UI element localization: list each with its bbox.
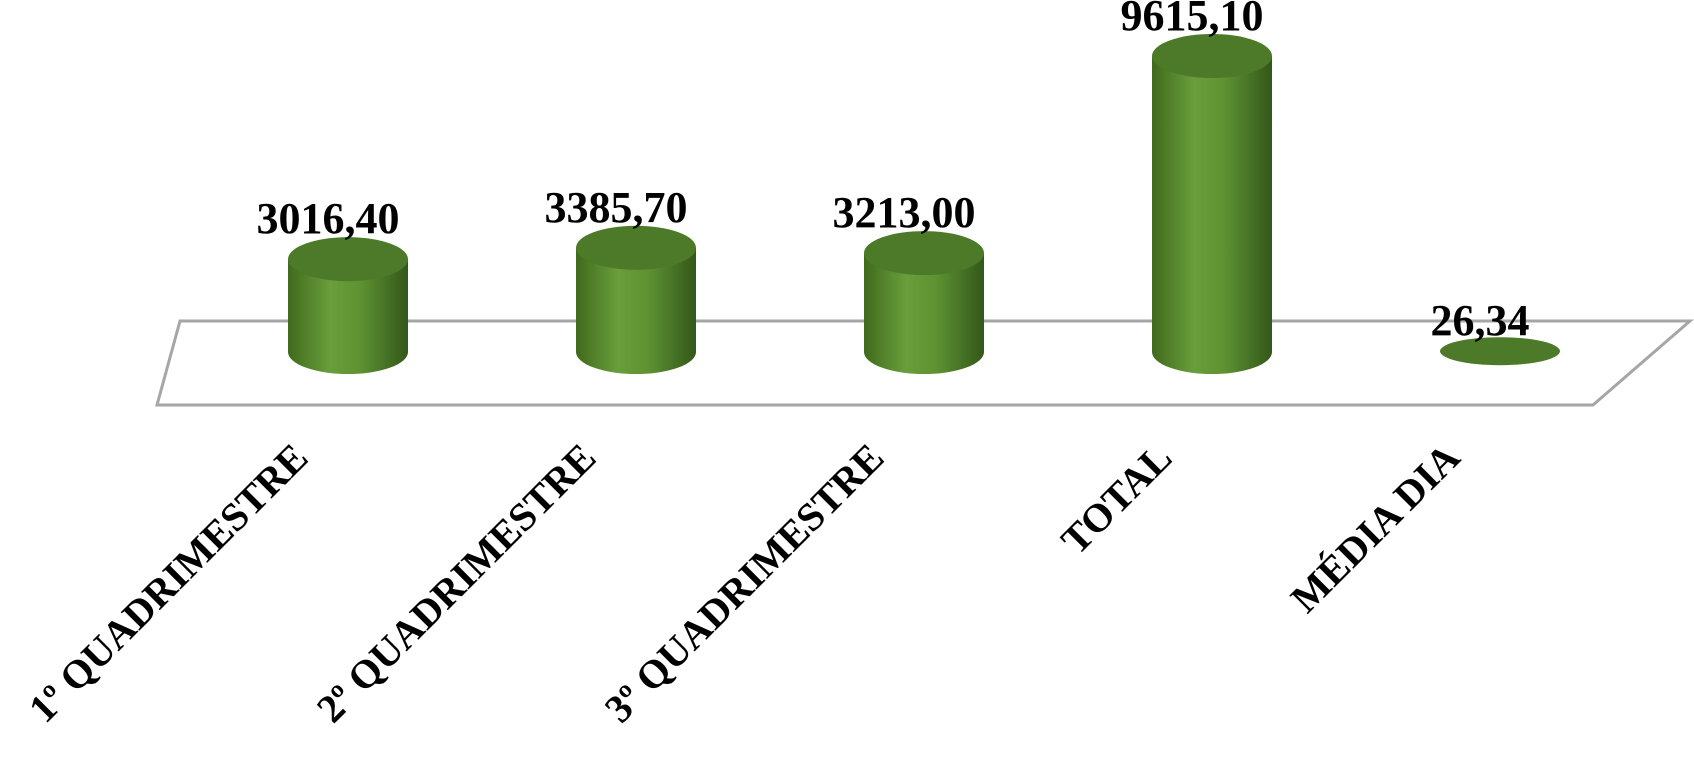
value-label: 26,34 (1431, 296, 1530, 345)
bar-media-dia (1440, 337, 1560, 366)
bars-group (288, 34, 1560, 374)
value-label: 3385,70 (545, 183, 688, 232)
bar-top (288, 237, 408, 282)
category-label: TOTAL (1052, 435, 1180, 563)
value-label: 3016,40 (257, 194, 400, 243)
value-labels-group: 3016,40 3385,70 3213,00 9615,10 26,34 (257, 0, 1530, 345)
category-label: 1º QUADRIMESTRE (20, 435, 317, 732)
bar-total (1152, 34, 1272, 374)
bar-top (576, 225, 696, 270)
bar-2-quadrimestre (576, 225, 696, 374)
value-label: 3213,00 (833, 188, 976, 237)
value-label: 9615,10 (1121, 0, 1264, 40)
bar-top (864, 231, 984, 276)
bar-body (576, 247, 696, 374)
bar-3-quadrimestre (864, 231, 984, 374)
bar-1-quadrimestre (288, 237, 408, 374)
bar-top (1152, 34, 1272, 78)
category-label: 2º QUADRIMESTRE (308, 435, 605, 732)
bar-body (1152, 56, 1272, 374)
bar-body (864, 253, 984, 374)
bar-top (1440, 337, 1560, 366)
category-label: MÉDIA DIA (1282, 434, 1469, 621)
category-label: 3º QUADRIMESTRE (596, 435, 893, 732)
bar-body (288, 259, 408, 374)
